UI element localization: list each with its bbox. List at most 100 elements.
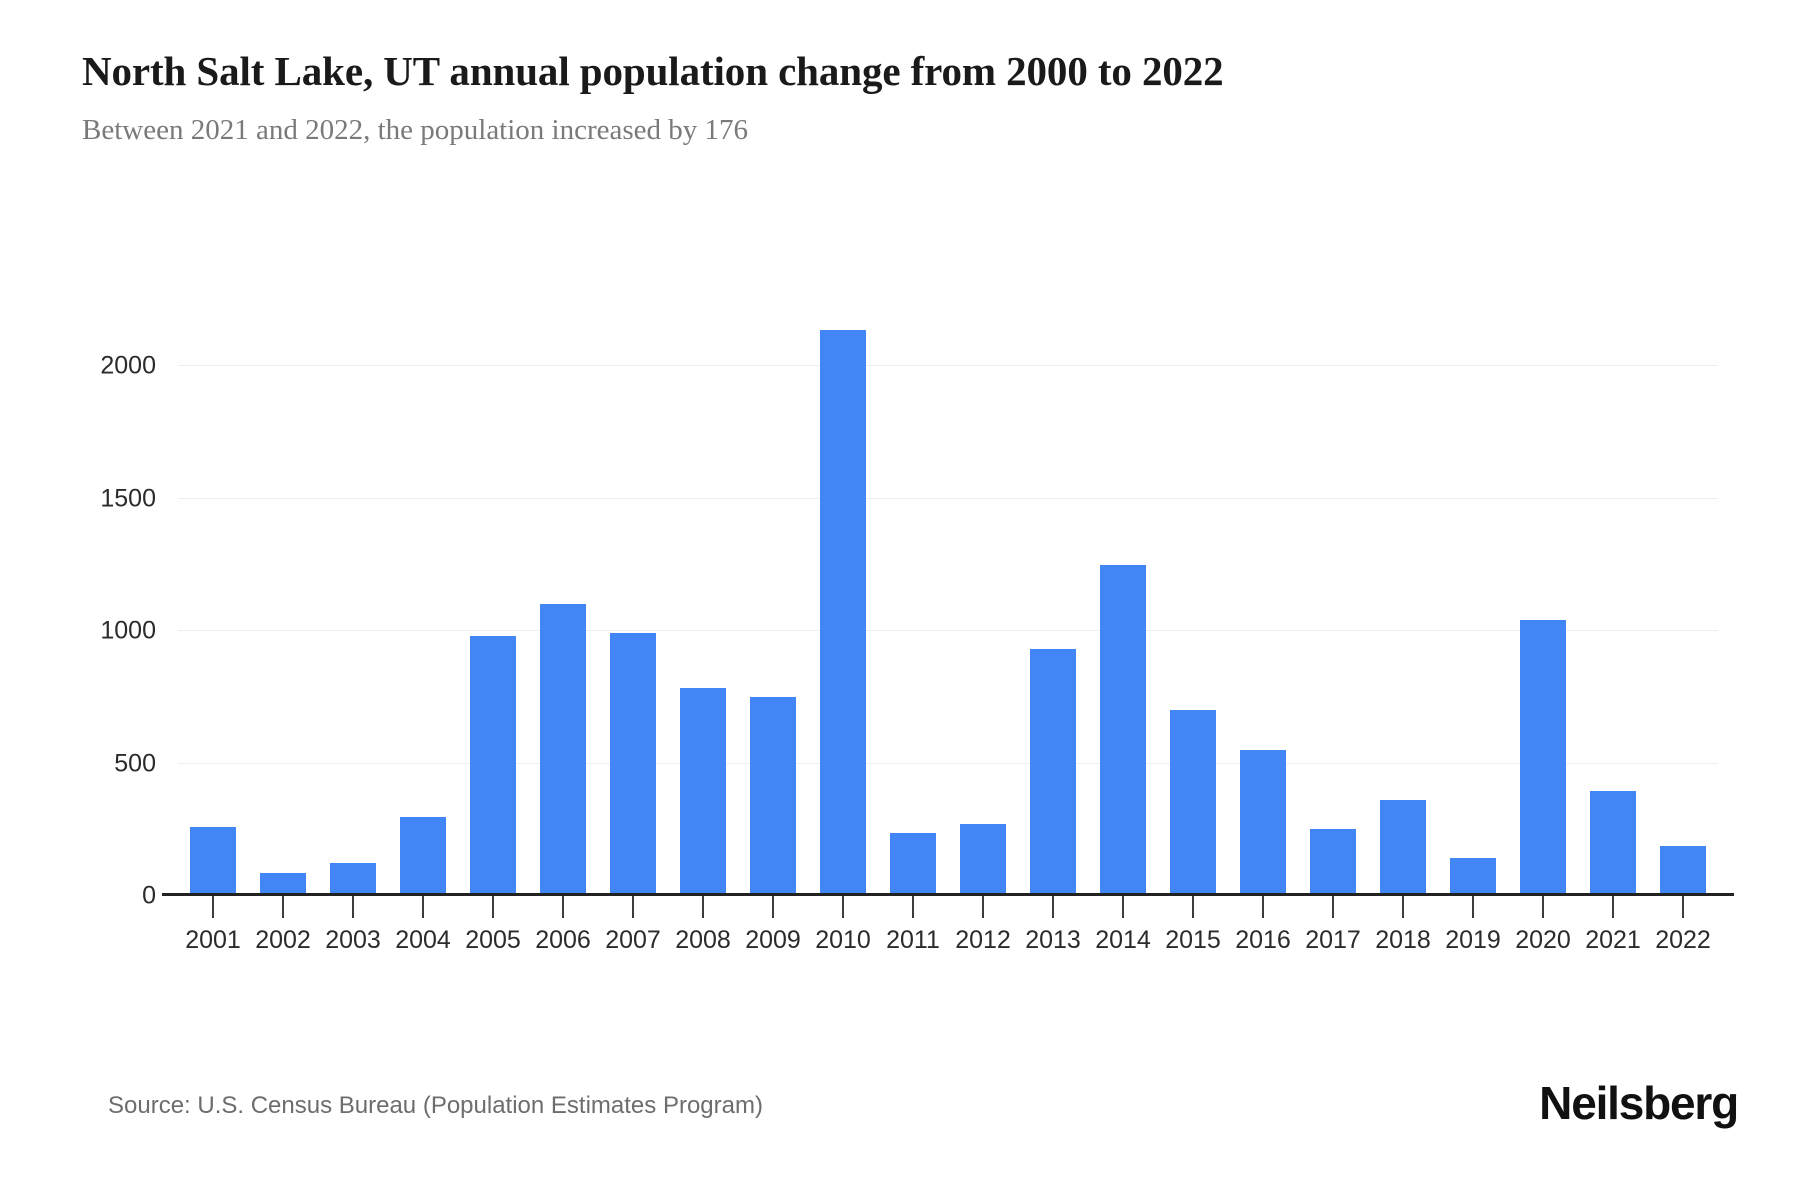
x-tick-slot	[1088, 896, 1158, 918]
bar-slot	[1018, 300, 1088, 893]
bar[interactable]	[960, 823, 1006, 893]
x-tick-mark	[1332, 896, 1334, 918]
bar[interactable]	[1660, 846, 1706, 893]
x-axis-tick-label: 2004	[395, 926, 451, 954]
x-tick-mark	[422, 896, 424, 918]
x-tick-slot	[248, 896, 318, 918]
bar-slot	[1228, 300, 1298, 893]
bar[interactable]	[680, 687, 726, 893]
chart-subtitle: Between 2021 and 2022, the population in…	[82, 114, 749, 147]
x-tick-slot	[1298, 896, 1368, 918]
x-axis-tick-label: 2003	[325, 926, 381, 954]
y-axis-tick-label: 0	[142, 881, 156, 910]
bar[interactable]	[1450, 858, 1496, 893]
bar-slot	[1368, 300, 1438, 893]
x-tick-mark	[912, 896, 914, 918]
x-tick-mark	[1542, 896, 1544, 918]
bar-slot	[248, 300, 318, 893]
bar-slot	[318, 300, 388, 893]
x-tick-mark	[1472, 896, 1474, 918]
y-axis-tick-label: 1500	[100, 484, 156, 513]
x-tick-mark	[1612, 896, 1614, 918]
x-tick-slot	[1018, 896, 1088, 918]
x-axis-tick-label: 2005	[465, 926, 521, 954]
bar-slot	[1298, 300, 1368, 893]
x-tick-slot	[1228, 896, 1298, 918]
bars-group	[178, 300, 1718, 893]
bar[interactable]	[1380, 799, 1426, 893]
x-axis-tick-label: 2019	[1445, 926, 1501, 954]
page-title: North Salt Lake, UT annual population ch…	[82, 48, 1224, 94]
bar-slot	[178, 300, 248, 893]
bar[interactable]	[1310, 828, 1356, 893]
bar[interactable]	[330, 863, 376, 893]
x-axis-tick-label: 2020	[1515, 926, 1571, 954]
chart-header: North Salt Lake, UT annual population ch…	[82, 48, 1740, 148]
x-axis-tick-label: 2018	[1375, 926, 1431, 954]
bar[interactable]	[400, 816, 446, 893]
x-axis-tick-label: 2016	[1235, 926, 1291, 954]
bar[interactable]	[1100, 564, 1146, 893]
bar[interactable]	[1520, 619, 1566, 893]
x-axis-tick-label: 2012	[955, 926, 1011, 954]
bar[interactable]	[190, 826, 236, 893]
bar[interactable]	[1240, 749, 1286, 893]
bar[interactable]	[610, 633, 656, 893]
x-tick-mark	[352, 896, 354, 918]
x-axis-tick-label: 2006	[535, 926, 591, 954]
bar-slot	[808, 300, 878, 893]
x-tick-slot	[1578, 896, 1648, 918]
x-tick-slot	[738, 896, 808, 918]
x-tick-mark	[1262, 896, 1264, 918]
x-axis-tick-label: 2013	[1025, 926, 1081, 954]
x-axis-tick-label: 2021	[1585, 926, 1641, 954]
x-tick-mark	[1402, 896, 1404, 918]
bar[interactable]	[820, 330, 866, 893]
x-tick-mark	[632, 896, 634, 918]
bar-slot	[598, 300, 668, 893]
x-tick-slot	[598, 896, 668, 918]
gridline	[178, 365, 1718, 367]
bar-slot	[1578, 300, 1648, 893]
x-axis-tick-label: 2010	[815, 926, 871, 954]
gridline	[178, 762, 1718, 764]
plot-area: 0 500 1000 1500 2000 2001 2002 2003 2004 2005 200…	[100, 300, 1734, 954]
bar-slot	[668, 300, 738, 893]
bar-slot	[528, 300, 598, 893]
x-tick-mark	[702, 896, 704, 918]
x-axis-tick-label: 2001	[185, 926, 241, 954]
x-tick-slot	[1648, 896, 1718, 918]
x-tick-mark	[1122, 896, 1124, 918]
bar[interactable]	[1030, 649, 1076, 893]
bar[interactable]	[470, 636, 516, 893]
bar-slot	[1508, 300, 1578, 893]
x-tick-mark	[772, 896, 774, 918]
x-tick-slot	[178, 896, 248, 918]
bar[interactable]	[890, 833, 936, 893]
x-tick-slot	[528, 896, 598, 918]
bar[interactable]	[1590, 790, 1636, 893]
x-tick-slot	[318, 896, 388, 918]
bar-slot	[458, 300, 528, 893]
bar-slot	[878, 300, 948, 893]
bar-slot	[388, 300, 458, 893]
bar[interactable]	[1170, 710, 1216, 893]
x-tick-slot	[878, 896, 948, 918]
x-tick-marks	[178, 896, 1718, 918]
x-axis-tick-label: 2011	[886, 926, 940, 954]
x-tick-slot	[388, 896, 458, 918]
x-tick-slot	[458, 896, 528, 918]
bar[interactable]	[750, 696, 796, 893]
x-axis-tick-label: 2015	[1165, 926, 1221, 954]
x-tick-mark	[212, 896, 214, 918]
bar[interactable]	[260, 873, 306, 893]
x-axis-tick-label: 2017	[1305, 926, 1361, 954]
x-tick-mark	[842, 896, 844, 918]
y-axis-tick-label: 2000	[100, 351, 156, 380]
gridline	[178, 497, 1718, 499]
bar-slot	[1438, 300, 1508, 893]
bar[interactable]	[540, 604, 586, 893]
x-axis-labels: 2001 2002 2003 2004 2005 2006 2007 2008 2009 2010…	[178, 926, 1718, 955]
neilsberg-logo: Neilsberg	[1539, 1077, 1739, 1129]
